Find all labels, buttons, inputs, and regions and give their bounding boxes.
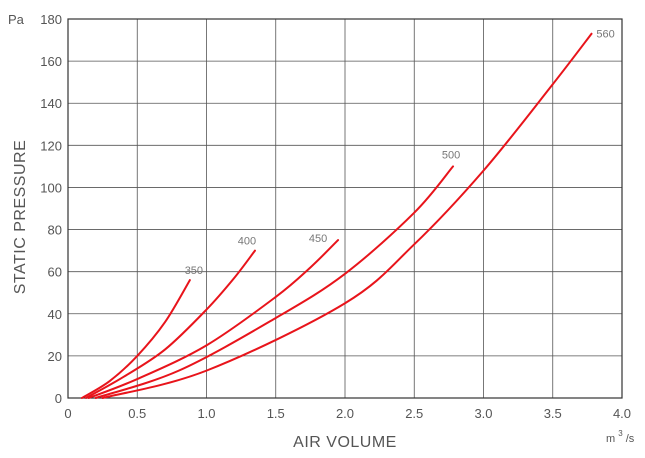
y-unit-label: Pa xyxy=(8,12,25,27)
x-tick-label: 1.0 xyxy=(197,406,215,421)
plot-frame xyxy=(67,18,623,399)
y-tick-label: 80 xyxy=(48,223,62,238)
y-tick-label: 40 xyxy=(48,307,62,322)
x-unit-superscript: 3 xyxy=(618,429,623,438)
y-tick-label: 20 xyxy=(48,349,62,364)
series-line-400 xyxy=(85,249,256,399)
y-tick-label: 120 xyxy=(40,138,62,153)
y-tick-label: 60 xyxy=(48,265,62,280)
x-unit-base: m xyxy=(606,433,615,445)
y-axis-title: STATIC PRESSURE xyxy=(12,140,29,294)
y-tick-label: 0 xyxy=(55,391,62,406)
grid xyxy=(67,18,623,399)
x-tick-label: 3.5 xyxy=(544,406,562,421)
series-labels: 350 400 450 500 560 xyxy=(185,29,615,277)
x-axis-title: AIR VOLUME xyxy=(293,434,397,451)
series-label-500: 500 xyxy=(442,149,460,161)
series-line-450 xyxy=(87,239,340,399)
y-tick-label: 180 xyxy=(40,12,62,27)
x-tick-label: 2.0 xyxy=(336,406,354,421)
tick-labels: 0 0.5 1.0 1.5 2.0 2.5 3.0 3.5 4.0 0 20 40 60 80 100 120… xyxy=(40,12,631,421)
series-label-400: 400 xyxy=(238,236,256,248)
x-tick-label: 0 xyxy=(64,406,71,421)
series-lines xyxy=(80,32,593,399)
x-unit-label: m 3 /s xyxy=(606,427,635,445)
series-label-450: 450 xyxy=(309,233,327,245)
series-line-560 xyxy=(101,32,593,399)
y-tick-label: 160 xyxy=(40,54,62,69)
x-tick-label: 2.5 xyxy=(405,406,423,421)
y-tick-label: 140 xyxy=(40,96,62,111)
y-tick-label: 100 xyxy=(40,180,62,195)
x-tick-label: 4.0 xyxy=(613,406,631,421)
x-tick-label: 3.0 xyxy=(474,406,492,421)
x-tick-label: 1.5 xyxy=(267,406,285,421)
series-line-500 xyxy=(94,165,455,399)
x-tick-label: 0.5 xyxy=(128,406,146,421)
x-unit-suffix: /s xyxy=(626,433,635,445)
series-label-560: 560 xyxy=(596,29,614,41)
series-label-350: 350 xyxy=(185,265,203,277)
series-line-350 xyxy=(80,279,191,399)
